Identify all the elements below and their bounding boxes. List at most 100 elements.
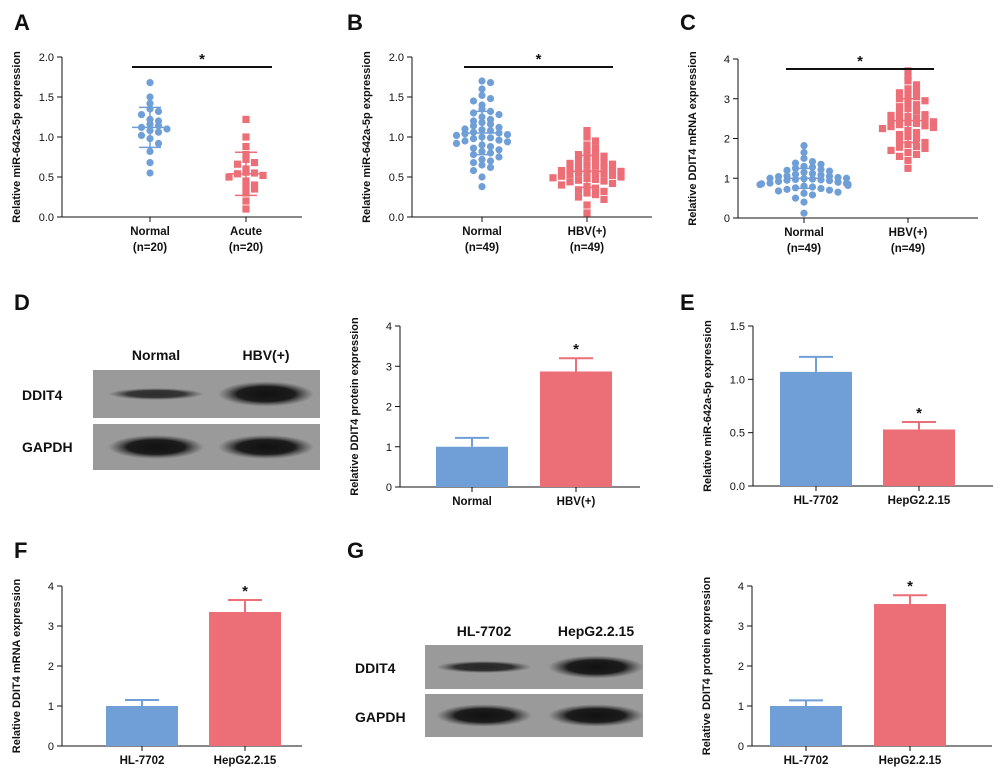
data-point (566, 178, 574, 186)
data-point (921, 115, 929, 124)
significance-label: * (242, 583, 248, 600)
data-point (904, 85, 912, 93)
chart-panel-d: 0 1 2 3 4 Normal HBV(+) Relative DDIT4 protein … (349, 317, 640, 508)
x-category-label: Acute (230, 226, 262, 238)
y-tick-label: 1 (386, 442, 392, 454)
x-category-label: (n=49) (787, 243, 821, 255)
y-axis-title: Relative DDIT4 mRNA expression (687, 51, 699, 226)
data-point (591, 137, 600, 145)
y-tick-label: 0.5 (389, 172, 404, 184)
x-category-label: HBV(+) (889, 227, 928, 239)
data-point (887, 111, 895, 120)
western-blot-g: HL-7702 HepG2.2.15 DDIT4 GAPDH (355, 623, 644, 737)
data-point (600, 164, 608, 172)
data-point (154, 139, 163, 147)
significance-label: * (573, 341, 579, 358)
data-point (486, 163, 495, 171)
data-point (895, 120, 904, 129)
data-point (503, 131, 512, 139)
data-point (478, 91, 486, 99)
data-point (783, 185, 791, 193)
data-point (233, 160, 242, 168)
data-point (242, 205, 250, 213)
data-point (154, 107, 163, 115)
data-point (250, 169, 259, 177)
data-point (912, 93, 921, 101)
data-point (912, 87, 921, 95)
data-point (600, 170, 608, 178)
data-point (895, 89, 904, 97)
data-point (600, 195, 608, 203)
data-point (486, 120, 495, 128)
data-point (495, 146, 503, 154)
bar (540, 371, 612, 487)
y-tick-label: 0 (738, 741, 744, 753)
data-point (808, 191, 817, 199)
panel-letter-d: D (14, 290, 30, 315)
data-point (154, 128, 163, 136)
data-point (895, 143, 904, 151)
data-point (549, 174, 557, 182)
y-tick-label: 0 (724, 213, 730, 225)
blot-row-label: GAPDH (355, 709, 406, 725)
x-category-label: (n=49) (465, 242, 499, 254)
data-point (469, 122, 478, 130)
y-tick-label: 1.5 (39, 92, 54, 104)
data-point (486, 134, 495, 142)
data-point (817, 184, 825, 193)
y-tick-label: 4 (386, 321, 392, 333)
data-point (791, 175, 800, 184)
data-point (834, 178, 842, 186)
data-point (478, 85, 486, 93)
blot-band (436, 660, 532, 674)
data-point (808, 183, 817, 191)
significance-label: * (857, 53, 863, 70)
data-point (921, 122, 929, 130)
data-point (557, 181, 566, 189)
data-point (146, 79, 154, 87)
y-tick-label: 1 (738, 701, 744, 713)
data-point (452, 139, 461, 147)
y-tick-label: 2 (48, 661, 54, 673)
y-tick-label: 1 (48, 701, 54, 713)
data-point (834, 188, 842, 196)
data-point (146, 159, 154, 167)
x-category-label: HBV(+) (557, 496, 596, 508)
data-point (591, 162, 600, 170)
blot-band (548, 655, 644, 679)
data-point (895, 109, 904, 117)
y-tick-label: 3 (724, 94, 730, 106)
data-point (583, 201, 591, 209)
y-tick-label: 2 (386, 402, 392, 414)
data-point (808, 157, 817, 166)
data-point (904, 164, 912, 172)
data-point (146, 99, 154, 107)
data-point (486, 95, 495, 103)
data-point (574, 151, 583, 159)
data-point (912, 134, 921, 143)
data-point (921, 138, 929, 147)
blot-band (218, 381, 314, 407)
bar (883, 429, 955, 486)
data-point (800, 198, 808, 206)
data-point (566, 165, 574, 173)
chart-panel-f: 0 1 2 3 4 HL-7702 HepG2.2.15 Relative DDIT4 mRN… (11, 579, 302, 767)
x-category-label: HepG2.2.15 (879, 755, 942, 767)
chart-panel-b: 0.0 0.5 1.0 1.5 2.0 Normal (n=49) HBV(+) (n=49) R… (361, 51, 652, 254)
data-point (469, 135, 478, 143)
data-point (583, 209, 591, 217)
data-point (800, 209, 808, 217)
data-point (921, 97, 929, 105)
data-point (929, 118, 938, 126)
data-point (469, 128, 478, 136)
y-axis-title: Relative miR-642a-5p expression (702, 320, 714, 492)
data-point (503, 138, 512, 146)
y-tick-label: 1.0 (730, 374, 745, 386)
data-point (478, 155, 486, 163)
data-point (591, 155, 600, 163)
x-category-label: Normal (784, 227, 824, 239)
y-tick-label: 1.5 (389, 92, 404, 104)
data-point (904, 148, 912, 157)
data-point (242, 133, 250, 141)
